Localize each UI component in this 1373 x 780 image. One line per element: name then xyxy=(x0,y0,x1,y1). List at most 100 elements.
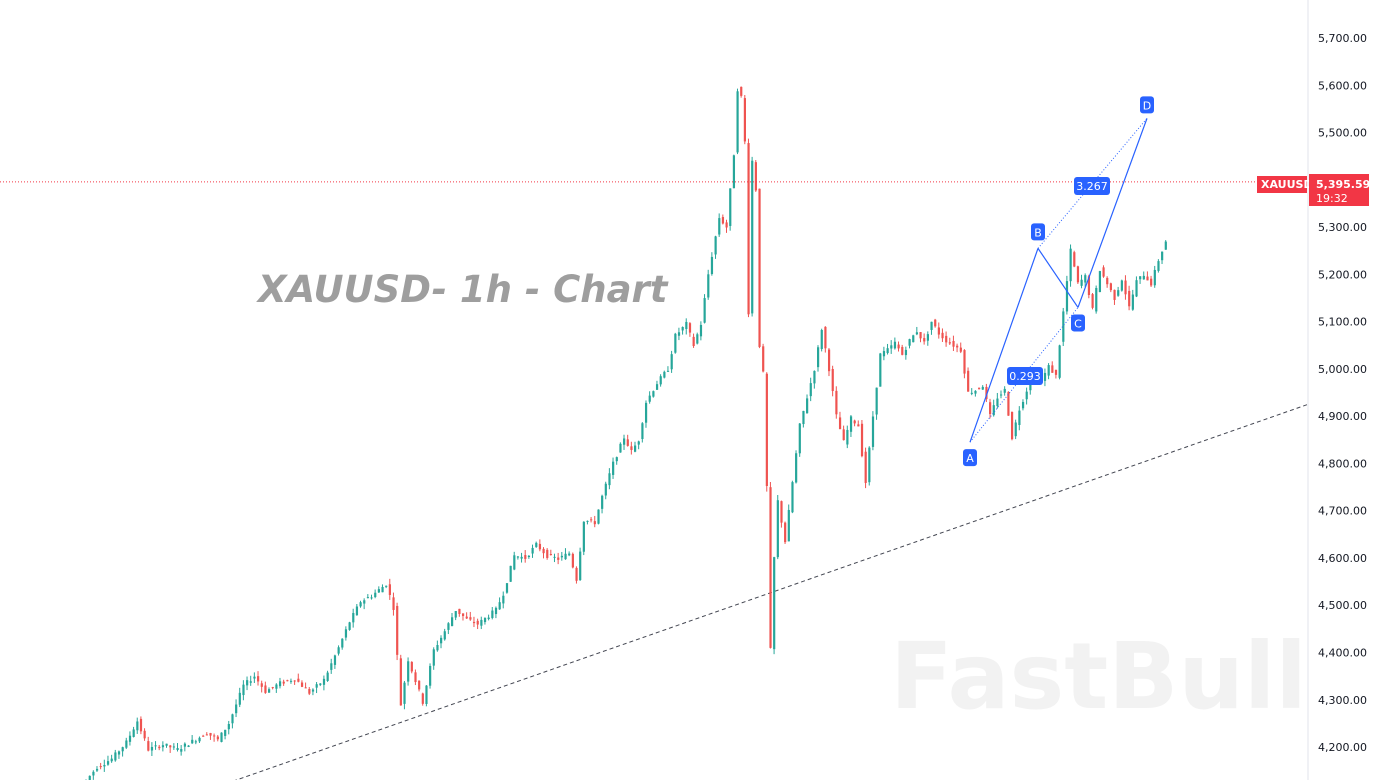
candle-body xyxy=(710,256,714,275)
candle-body xyxy=(571,553,574,568)
candle-body xyxy=(1102,267,1105,277)
candle-body xyxy=(648,395,651,402)
candle-body xyxy=(970,392,973,394)
candle-body xyxy=(183,743,187,747)
candle-body xyxy=(509,565,512,582)
candle-body xyxy=(502,595,505,604)
pattern-point-label: A xyxy=(966,452,974,465)
candle-body xyxy=(634,445,637,452)
price-tick-label: 4,700.00 xyxy=(1318,505,1367,518)
candle-body xyxy=(904,349,908,356)
candle-body xyxy=(677,332,681,336)
pattern-leg xyxy=(1077,118,1148,308)
bar-countdown: 19:32 xyxy=(1316,192,1348,205)
candle-body xyxy=(890,345,893,349)
candle-body xyxy=(103,765,106,767)
candle-body xyxy=(1010,411,1014,440)
candle-body xyxy=(871,416,875,447)
candle-body xyxy=(180,749,183,752)
candle-body xyxy=(330,663,333,670)
candle-body xyxy=(791,482,794,513)
candle-body xyxy=(579,551,582,580)
candle-body xyxy=(688,323,692,333)
price-tick-label: 4,500.00 xyxy=(1318,599,1367,612)
candle-body xyxy=(169,745,172,748)
pattern-point-badge xyxy=(1071,314,1085,332)
candle-body xyxy=(912,335,915,343)
pattern-leg xyxy=(1037,248,1079,308)
candle-body xyxy=(117,751,121,755)
candle-body xyxy=(366,597,370,599)
candle-body xyxy=(630,446,633,450)
candle-body xyxy=(641,423,644,439)
candle-body xyxy=(824,326,827,349)
candle-body xyxy=(1000,394,1003,396)
candle-body xyxy=(1051,365,1054,373)
candle-body xyxy=(795,453,798,483)
candle-body xyxy=(1025,391,1028,400)
price-tick-label: 4,900.00 xyxy=(1318,410,1367,423)
candle-body xyxy=(377,589,380,593)
harmonic-pattern[interactable]: A B C D 0.293 3.267 xyxy=(963,96,1154,467)
candle-body xyxy=(846,429,849,445)
candle-body xyxy=(1069,248,1072,282)
price-axis[interactable]: 4,200.00 4,300.00 4,400.00 4,500.00 4,600.00… xyxy=(1318,32,1367,754)
candle-body xyxy=(952,340,955,347)
candle-body xyxy=(564,553,567,560)
price-tick-label: 5,500.00 xyxy=(1318,127,1367,140)
candle-body xyxy=(297,678,300,682)
pattern-ratio-badge xyxy=(1074,177,1110,195)
candle-body xyxy=(1054,369,1058,375)
candle-body xyxy=(1021,401,1025,409)
candle-body xyxy=(242,684,245,696)
candle-body xyxy=(1131,294,1134,310)
candle-body xyxy=(326,672,329,681)
candle-body xyxy=(443,631,446,640)
candle-body xyxy=(191,739,194,744)
candle-body xyxy=(652,391,655,397)
candle-body xyxy=(542,548,545,554)
candle-body xyxy=(524,555,527,559)
candle-body xyxy=(798,423,801,454)
candle-body xyxy=(674,333,677,353)
candle-body xyxy=(1029,384,1032,391)
candle-body xyxy=(99,766,102,768)
price-tick-label: 5,200.00 xyxy=(1318,268,1367,281)
candle-body xyxy=(216,736,219,740)
candle-body xyxy=(1128,290,1131,307)
candle-body xyxy=(213,735,216,737)
candle-body xyxy=(956,345,959,348)
candle-body xyxy=(410,661,413,672)
pattern-ratio-label: 0.293 xyxy=(1009,370,1041,383)
candle-body xyxy=(619,443,622,453)
candle-body xyxy=(718,218,721,235)
candle-body xyxy=(469,617,472,620)
candle-body xyxy=(1139,276,1142,280)
candle-body xyxy=(110,758,113,762)
candle-body xyxy=(454,610,457,618)
candle-body xyxy=(432,649,435,666)
candle-body xyxy=(337,647,340,654)
candle-body xyxy=(626,439,629,446)
candle-body xyxy=(1007,392,1010,416)
candle-body xyxy=(1153,269,1156,286)
candle-body xyxy=(1142,275,1145,280)
candle-body xyxy=(253,676,256,679)
candle-body xyxy=(491,610,494,618)
candle-body xyxy=(699,324,703,337)
candle-body xyxy=(520,556,523,559)
candle-body xyxy=(1065,281,1069,312)
candle-body xyxy=(1080,279,1083,286)
candle-body xyxy=(663,371,666,378)
candle-body xyxy=(707,274,710,298)
candle-body xyxy=(945,335,948,343)
candle-body xyxy=(147,741,150,751)
candle-body xyxy=(813,370,816,384)
candle-body xyxy=(937,327,940,335)
candle-body xyxy=(978,387,981,389)
candle-body xyxy=(780,501,783,523)
candle-body xyxy=(381,586,384,593)
candle-body xyxy=(429,665,432,686)
candle-body xyxy=(176,748,179,751)
